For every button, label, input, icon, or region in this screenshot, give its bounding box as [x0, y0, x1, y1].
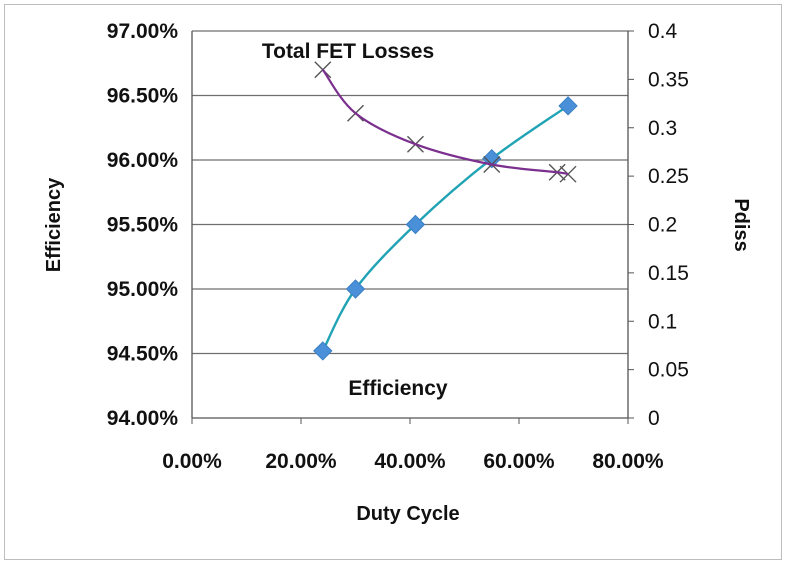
y-right-tick-label: 0.2 — [648, 214, 677, 237]
y-right-tick-label: 0.35 — [648, 68, 689, 91]
x-axis-title: Duty Cycle — [356, 503, 459, 525]
y-left-tick-label: 96.00% — [107, 149, 179, 172]
data-point-diamond-marker — [313, 341, 333, 361]
tick-labels: 94.00% 94.50% 95.00% 95.50% 96.00% 96.50% 97.0… — [107, 20, 689, 473]
x-tick-label: 40.00% — [374, 450, 446, 473]
series-layer — [313, 61, 578, 361]
chart-frame — [4, 4, 782, 560]
y-left-axis-title: Efficiency — [43, 177, 65, 272]
y-left-tick-label: 96.50% — [107, 85, 179, 108]
gridlines — [192, 30, 628, 355]
annotation-total-fet-losses: Total FET Losses — [262, 40, 434, 63]
series-line — [321, 104, 569, 352]
data-point-diamond-marker — [558, 96, 578, 116]
y-left-tick-label: 94.50% — [107, 343, 179, 366]
series-1 — [314, 61, 577, 183]
data-point-diamond-marker — [405, 214, 426, 235]
y-right-tick-label: 0.15 — [648, 262, 689, 285]
x-tick-label: 60.00% — [483, 450, 555, 473]
data-point-diamond-marker — [345, 279, 366, 299]
series-0 — [313, 96, 578, 361]
y-right-tick-label: 0 — [648, 407, 660, 430]
y-right-axis-title: Pdiss — [730, 198, 752, 251]
y-right-tick-label: 0.25 — [648, 165, 689, 188]
y-left-tick-label: 95.50% — [107, 214, 179, 237]
y-left-tick-label: 94.00% — [107, 407, 179, 430]
annotation-efficiency: Efficiency — [348, 377, 448, 400]
y-left-tick-label: 97.00% — [107, 20, 179, 43]
y-right-tick-label: 0.1 — [648, 310, 677, 333]
y-right-tick-label: 0.05 — [648, 359, 689, 382]
x-tick-label: 0.00% — [162, 450, 222, 473]
axes — [191, 30, 634, 424]
x-tick-label: 20.00% — [265, 450, 337, 473]
y-left-tick-label: 95.00% — [107, 278, 179, 301]
x-tick-label: 80.00% — [592, 450, 664, 473]
series-line — [321, 69, 569, 176]
y-right-tick-label: 0.4 — [648, 20, 678, 43]
y-right-tick-label: 0.3 — [648, 117, 677, 140]
